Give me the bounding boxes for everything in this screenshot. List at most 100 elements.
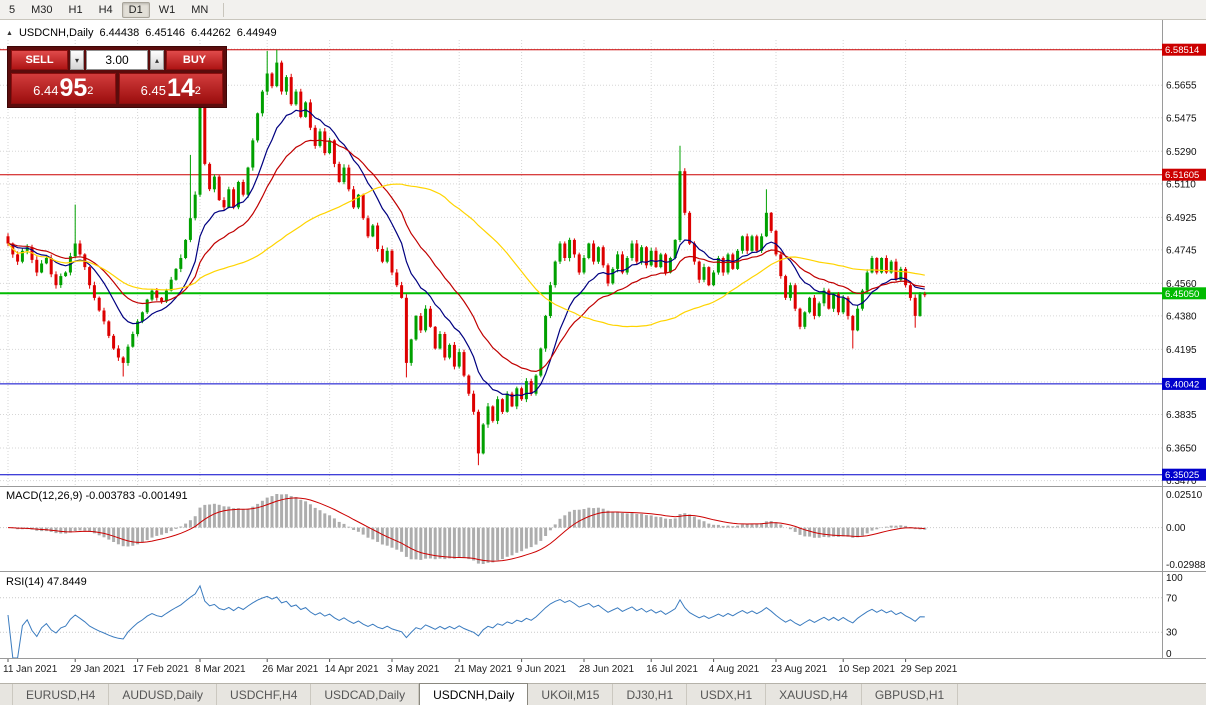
candle-body bbox=[20, 250, 24, 262]
candle-body bbox=[865, 272, 869, 291]
chart-window: 6.58556.56556.54756.52906.51106.49256.47… bbox=[0, 20, 1206, 683]
macd-indicator-label: MACD(12,26,9) -0.003783 -0.001491 bbox=[6, 490, 188, 502]
price-axis-label: 6.4560 bbox=[1166, 279, 1197, 290]
tab-ukoil-m15[interactable]: UKOil,M15 bbox=[528, 684, 614, 705]
candle-body bbox=[596, 247, 600, 262]
candle-body bbox=[457, 352, 461, 367]
volume-input[interactable] bbox=[86, 50, 148, 70]
candle-body bbox=[308, 102, 312, 128]
date-axis-label: 10 Sep 2021 bbox=[838, 664, 895, 675]
collapse-arrow-icon[interactable]: ▲ bbox=[6, 29, 13, 37]
candle-body bbox=[92, 285, 96, 298]
timeframe-button-h1[interactable]: H1 bbox=[68, 3, 83, 16]
candle-body bbox=[284, 77, 288, 92]
candle-body bbox=[529, 381, 533, 394]
price-chart-canvas[interactable]: 6.58556.56556.54756.52906.51106.49256.47… bbox=[0, 20, 1206, 683]
tab-usdx-h1[interactable]: USDX,H1 bbox=[687, 684, 767, 705]
candle-body bbox=[808, 297, 812, 313]
price-level-badge bbox=[1162, 287, 1206, 300]
sell-price-display[interactable]: 6.44 95 2 bbox=[11, 73, 116, 104]
price-axis-label: 6.5475 bbox=[1166, 113, 1197, 124]
volume-increase-button[interactable]: ▴ bbox=[150, 50, 164, 70]
toolbar-divider bbox=[223, 2, 225, 17]
candle-body bbox=[54, 274, 58, 286]
candle-body bbox=[870, 258, 874, 273]
tab-audusd-daily[interactable]: AUDUSD,Daily bbox=[109, 684, 218, 705]
candle-body bbox=[246, 167, 250, 195]
timeframe-button-h4[interactable]: H4 bbox=[98, 3, 113, 16]
candle-body bbox=[438, 334, 442, 349]
sell-price-whole: 6.44 bbox=[33, 83, 59, 98]
candle-body bbox=[582, 258, 586, 273]
candle-body bbox=[64, 272, 68, 277]
candle-body bbox=[371, 225, 375, 237]
candle-body bbox=[251, 140, 255, 168]
candle-body bbox=[769, 212, 773, 231]
sell-button[interactable]: SELL bbox=[11, 50, 68, 70]
candle-body bbox=[102, 310, 106, 322]
candle-body bbox=[260, 91, 264, 114]
candle-body bbox=[227, 189, 231, 208]
candle-body bbox=[352, 189, 356, 208]
candle-body bbox=[673, 239, 677, 258]
candle-body bbox=[323, 131, 327, 154]
candle-body bbox=[568, 239, 572, 258]
candle-body bbox=[491, 406, 495, 421]
timeframe-button-w1[interactable]: W1 bbox=[158, 3, 176, 16]
candle-body bbox=[452, 344, 456, 367]
candle-body bbox=[88, 267, 92, 286]
macd-axis-label: -0.02988 bbox=[1166, 560, 1206, 571]
candle-body bbox=[280, 62, 284, 92]
buy-price-display[interactable]: 6.45 14 2 bbox=[118, 73, 223, 104]
timeframe-button-m30[interactable]: M30 bbox=[31, 3, 53, 16]
timeframe-button-5[interactable]: 5 bbox=[9, 3, 16, 16]
candle-body bbox=[414, 315, 418, 340]
candle-body bbox=[889, 261, 893, 273]
low-value: 6.44262 bbox=[191, 27, 231, 39]
candle-body bbox=[174, 268, 178, 280]
candle-body bbox=[515, 388, 519, 407]
candle-body bbox=[97, 297, 101, 311]
candle-body bbox=[275, 62, 279, 87]
candle-body bbox=[640, 247, 644, 262]
rsi-indicator-label: RSI(14) 47.8449 bbox=[6, 576, 87, 588]
fast-ema-line bbox=[7, 109, 925, 397]
tab-usdcad-daily[interactable]: USDCAD,Daily bbox=[311, 684, 420, 705]
candle-body bbox=[635, 243, 639, 262]
date-axis-label: 9 Jun 2021 bbox=[517, 664, 567, 675]
candle-body bbox=[841, 297, 845, 313]
tab-usdcnh-daily[interactable]: USDCNH,Daily bbox=[419, 683, 529, 705]
buy-button[interactable]: BUY bbox=[166, 50, 223, 70]
candle-body bbox=[716, 258, 720, 273]
candle-body bbox=[212, 176, 216, 190]
candle-body bbox=[184, 239, 188, 258]
candle-body bbox=[572, 239, 576, 255]
date-axis-label: 26 Mar 2021 bbox=[262, 664, 319, 675]
candle-body bbox=[44, 258, 48, 264]
candle-body bbox=[678, 171, 682, 240]
candle-body bbox=[208, 163, 212, 190]
candle-body bbox=[112, 335, 116, 349]
price-axis-label: 6.5110 bbox=[1166, 179, 1196, 190]
buy-price-pipette: 2 bbox=[194, 85, 201, 97]
candle-body bbox=[510, 393, 514, 407]
candle-body bbox=[332, 140, 336, 164]
timeframe-button-d1[interactable]: D1 bbox=[121, 1, 150, 18]
date-axis-label: 8 Mar 2021 bbox=[195, 664, 246, 675]
candle-body bbox=[73, 243, 77, 257]
candle-body bbox=[395, 272, 399, 286]
candle-body bbox=[587, 243, 591, 258]
price-axis-label: 6.5290 bbox=[1166, 147, 1197, 158]
tab-gbpusd-h1[interactable]: GBPUSD,H1 bbox=[862, 684, 959, 705]
candle-body bbox=[424, 308, 428, 331]
candle-body bbox=[793, 285, 797, 309]
tab-xauusd-h4[interactable]: XAUUSD,H4 bbox=[766, 684, 862, 705]
candle-body bbox=[318, 131, 322, 146]
volume-decrease-button[interactable]: ▾ bbox=[70, 50, 84, 70]
candle-body bbox=[59, 276, 63, 286]
timeframe-button-mn[interactable]: MN bbox=[191, 3, 209, 16]
tab-dj30-h1[interactable]: DJ30,H1 bbox=[613, 684, 688, 705]
tab-eurusd-h4[interactable]: EURUSD,H4 bbox=[12, 684, 110, 705]
candle-body bbox=[692, 243, 696, 262]
tab-usdchf-h4[interactable]: USDCHF,H4 bbox=[217, 684, 312, 705]
